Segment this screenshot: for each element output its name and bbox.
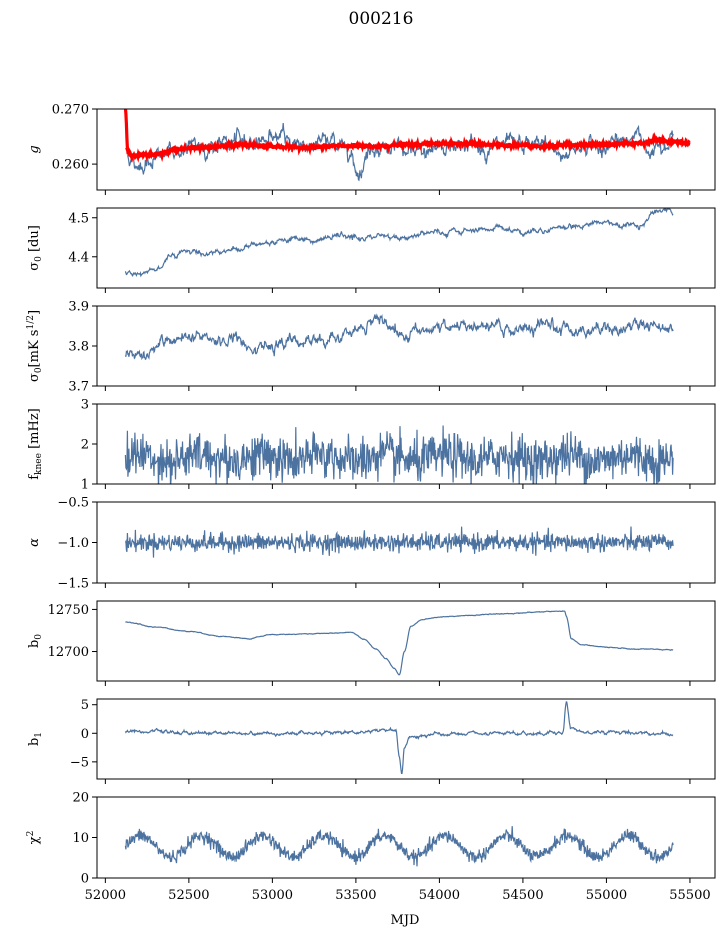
panel-frame-b1 bbox=[96, 698, 716, 780]
y-tick-label-fknee: 3 bbox=[81, 398, 89, 413]
y-axis-label-sigma0-mk: σ0[mK s1/2] bbox=[26, 310, 44, 382]
y-axis-label-g: g bbox=[27, 145, 42, 153]
y-tick-label-sigma0-du: 4.5 bbox=[68, 211, 89, 226]
panel-sigma0-mk: 3.7 3.8 3.9 σ0[mK s1/2] bbox=[26, 300, 716, 395]
series-line-alpha bbox=[124, 526, 674, 558]
panel-sigma0-du: 4.4 4.5 σ0 [du] bbox=[27, 207, 716, 293]
panel-g: 0.260 0.270 g bbox=[27, 103, 716, 195]
y-tick-label-chi2: 20 bbox=[72, 791, 89, 806]
y-tick-label-b1: 0 bbox=[81, 727, 89, 742]
x-tick-label: 55500 bbox=[669, 888, 710, 903]
y-tick-label-sigma0-mk: 3.7 bbox=[68, 380, 89, 395]
x-axis-label: MJD bbox=[391, 913, 420, 928]
panel-alpha: −1.5 −1.0 −0.5 α bbox=[27, 496, 716, 592]
y-tick-label-sigma0-mk: 3.9 bbox=[68, 300, 89, 315]
y-axis-label-fknee: fknee [mHz] bbox=[27, 408, 44, 480]
panels: 0.260 0.270 g 4.4 4.5 σ0 [du] 3.7 3.8 3.9 σ0[mK s… bbox=[26, 103, 716, 903]
figure-title: 000216 bbox=[349, 9, 414, 29]
series-line-b0 bbox=[125, 610, 674, 676]
y-tick-label-fknee: 2 bbox=[81, 438, 89, 453]
y-tick-label-alpha: −1.5 bbox=[57, 577, 89, 592]
x-axis: MJD bbox=[391, 913, 420, 928]
panel-b0: 12700 12750 b0 bbox=[27, 600, 716, 686]
x-tick-label: 53500 bbox=[335, 888, 376, 903]
y-tick-label-sigma0-mk: 3.8 bbox=[68, 340, 89, 355]
y-tick-label-fknee: 1 bbox=[81, 478, 89, 493]
series-line-sigma0-mk bbox=[124, 313, 674, 361]
x-tick-label: 55000 bbox=[586, 888, 627, 903]
series-line-sigma0-du bbox=[124, 208, 674, 278]
x-tick-label: 53000 bbox=[252, 888, 293, 903]
y-axis-label-sigma0-du: σ0 [du] bbox=[27, 225, 44, 271]
y-tick-label-alpha: −0.5 bbox=[57, 496, 89, 511]
x-tick-label: 54000 bbox=[419, 888, 460, 903]
y-tick-label-b1: −5 bbox=[70, 755, 89, 770]
x-tick-label: 52500 bbox=[168, 888, 209, 903]
panel-frame-b0 bbox=[96, 600, 716, 682]
panel-chi2: 0 10 20 52000 52500 53000 53500 54000 54500 55000… bbox=[26, 791, 716, 903]
series-line-g bbox=[124, 122, 674, 182]
panel-fknee: 1 2 3 fknee [mHz] bbox=[27, 398, 716, 493]
y-axis-label-b0: b0 bbox=[27, 634, 44, 648]
series-line-fknee bbox=[124, 425, 674, 484]
y-tick-label-b0: 12700 bbox=[48, 645, 89, 660]
y-axis-label-b1: b1 bbox=[27, 732, 44, 746]
y-tick-label-b0: 12750 bbox=[48, 603, 89, 618]
series-line-chi2 bbox=[124, 826, 674, 867]
y-axis-label-chi2: χ2 bbox=[26, 831, 42, 845]
panel-frame-sigma0-mk bbox=[96, 305, 716, 387]
y-tick-label-b1: 5 bbox=[81, 698, 89, 713]
y-tick-label-alpha: −1.0 bbox=[57, 536, 89, 551]
x-tick-label: 52000 bbox=[85, 888, 126, 903]
y-tick-label-chi2: 10 bbox=[72, 831, 89, 846]
x-tick-label: 54500 bbox=[502, 888, 543, 903]
y-tick-label-sigma0-du: 4.4 bbox=[68, 250, 89, 265]
panel-b1: −5 0 5 b1 bbox=[27, 698, 716, 784]
panel-frame-g bbox=[96, 108, 716, 191]
panel-frame-sigma0-du bbox=[96, 207, 716, 289]
y-tick-label-g: 0.260 bbox=[52, 158, 89, 173]
overlay-line-g bbox=[123, 109, 691, 164]
y-tick-label-chi2: 0 bbox=[81, 872, 89, 887]
y-tick-label-g: 0.270 bbox=[52, 103, 89, 118]
y-axis-label-alpha: α bbox=[27, 538, 42, 547]
series-line-b1 bbox=[124, 701, 674, 774]
